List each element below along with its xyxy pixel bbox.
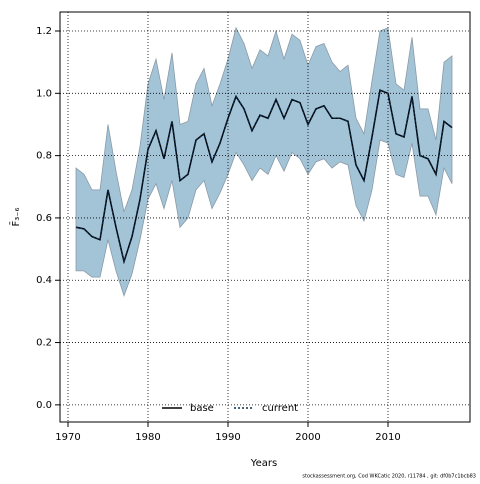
plot-frame xyxy=(59,11,471,423)
x-tick-label: 2010 xyxy=(375,432,400,443)
confidence-band xyxy=(75,26,453,298)
footer: stockassessment.org, Cod WKCatic 2020, r… xyxy=(302,474,476,480)
x-tick-label: 2000 xyxy=(295,432,320,443)
series-line xyxy=(75,89,453,265)
x-tick-label: 1980 xyxy=(135,432,160,443)
x-axis-label: Years xyxy=(250,458,277,469)
legend-label: current xyxy=(262,403,298,414)
y-tick-label: 0.2 xyxy=(36,338,52,349)
y-tick-label: 0.6 xyxy=(36,213,52,224)
y-tick-label: 1.0 xyxy=(36,88,52,99)
y-tick-label: 1.2 xyxy=(36,26,52,37)
y-tick-label: 0.8 xyxy=(36,151,52,162)
y-tick-label: 0.4 xyxy=(36,275,52,286)
legend-label: base xyxy=(190,403,214,414)
x-tick-label: 1970 xyxy=(55,432,80,443)
x-tick-label: 1990 xyxy=(215,432,240,443)
y-tick-label: 0.0 xyxy=(36,400,52,411)
y-axis-label: F̄₃₋₆ xyxy=(9,207,22,226)
